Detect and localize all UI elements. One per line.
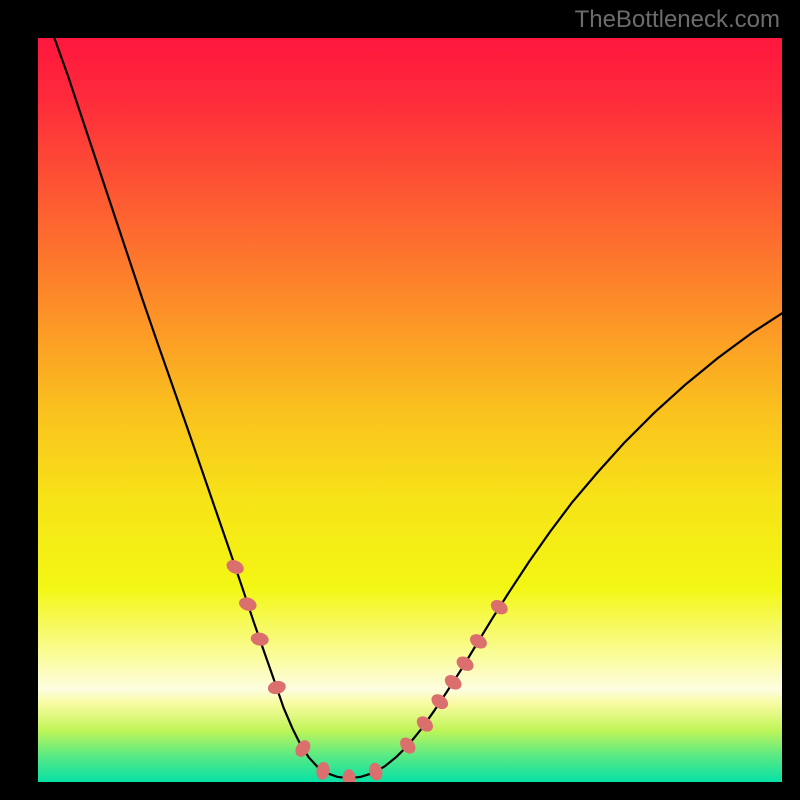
frame-right xyxy=(782,0,800,800)
watermark-text: TheBottleneck.com xyxy=(575,6,780,34)
frame-bottom xyxy=(0,782,800,800)
plot-background xyxy=(38,38,782,782)
frame-left xyxy=(0,0,38,800)
bottleneck-curve-chart xyxy=(38,38,782,782)
marker-point xyxy=(343,770,355,782)
plot-area xyxy=(38,38,782,782)
